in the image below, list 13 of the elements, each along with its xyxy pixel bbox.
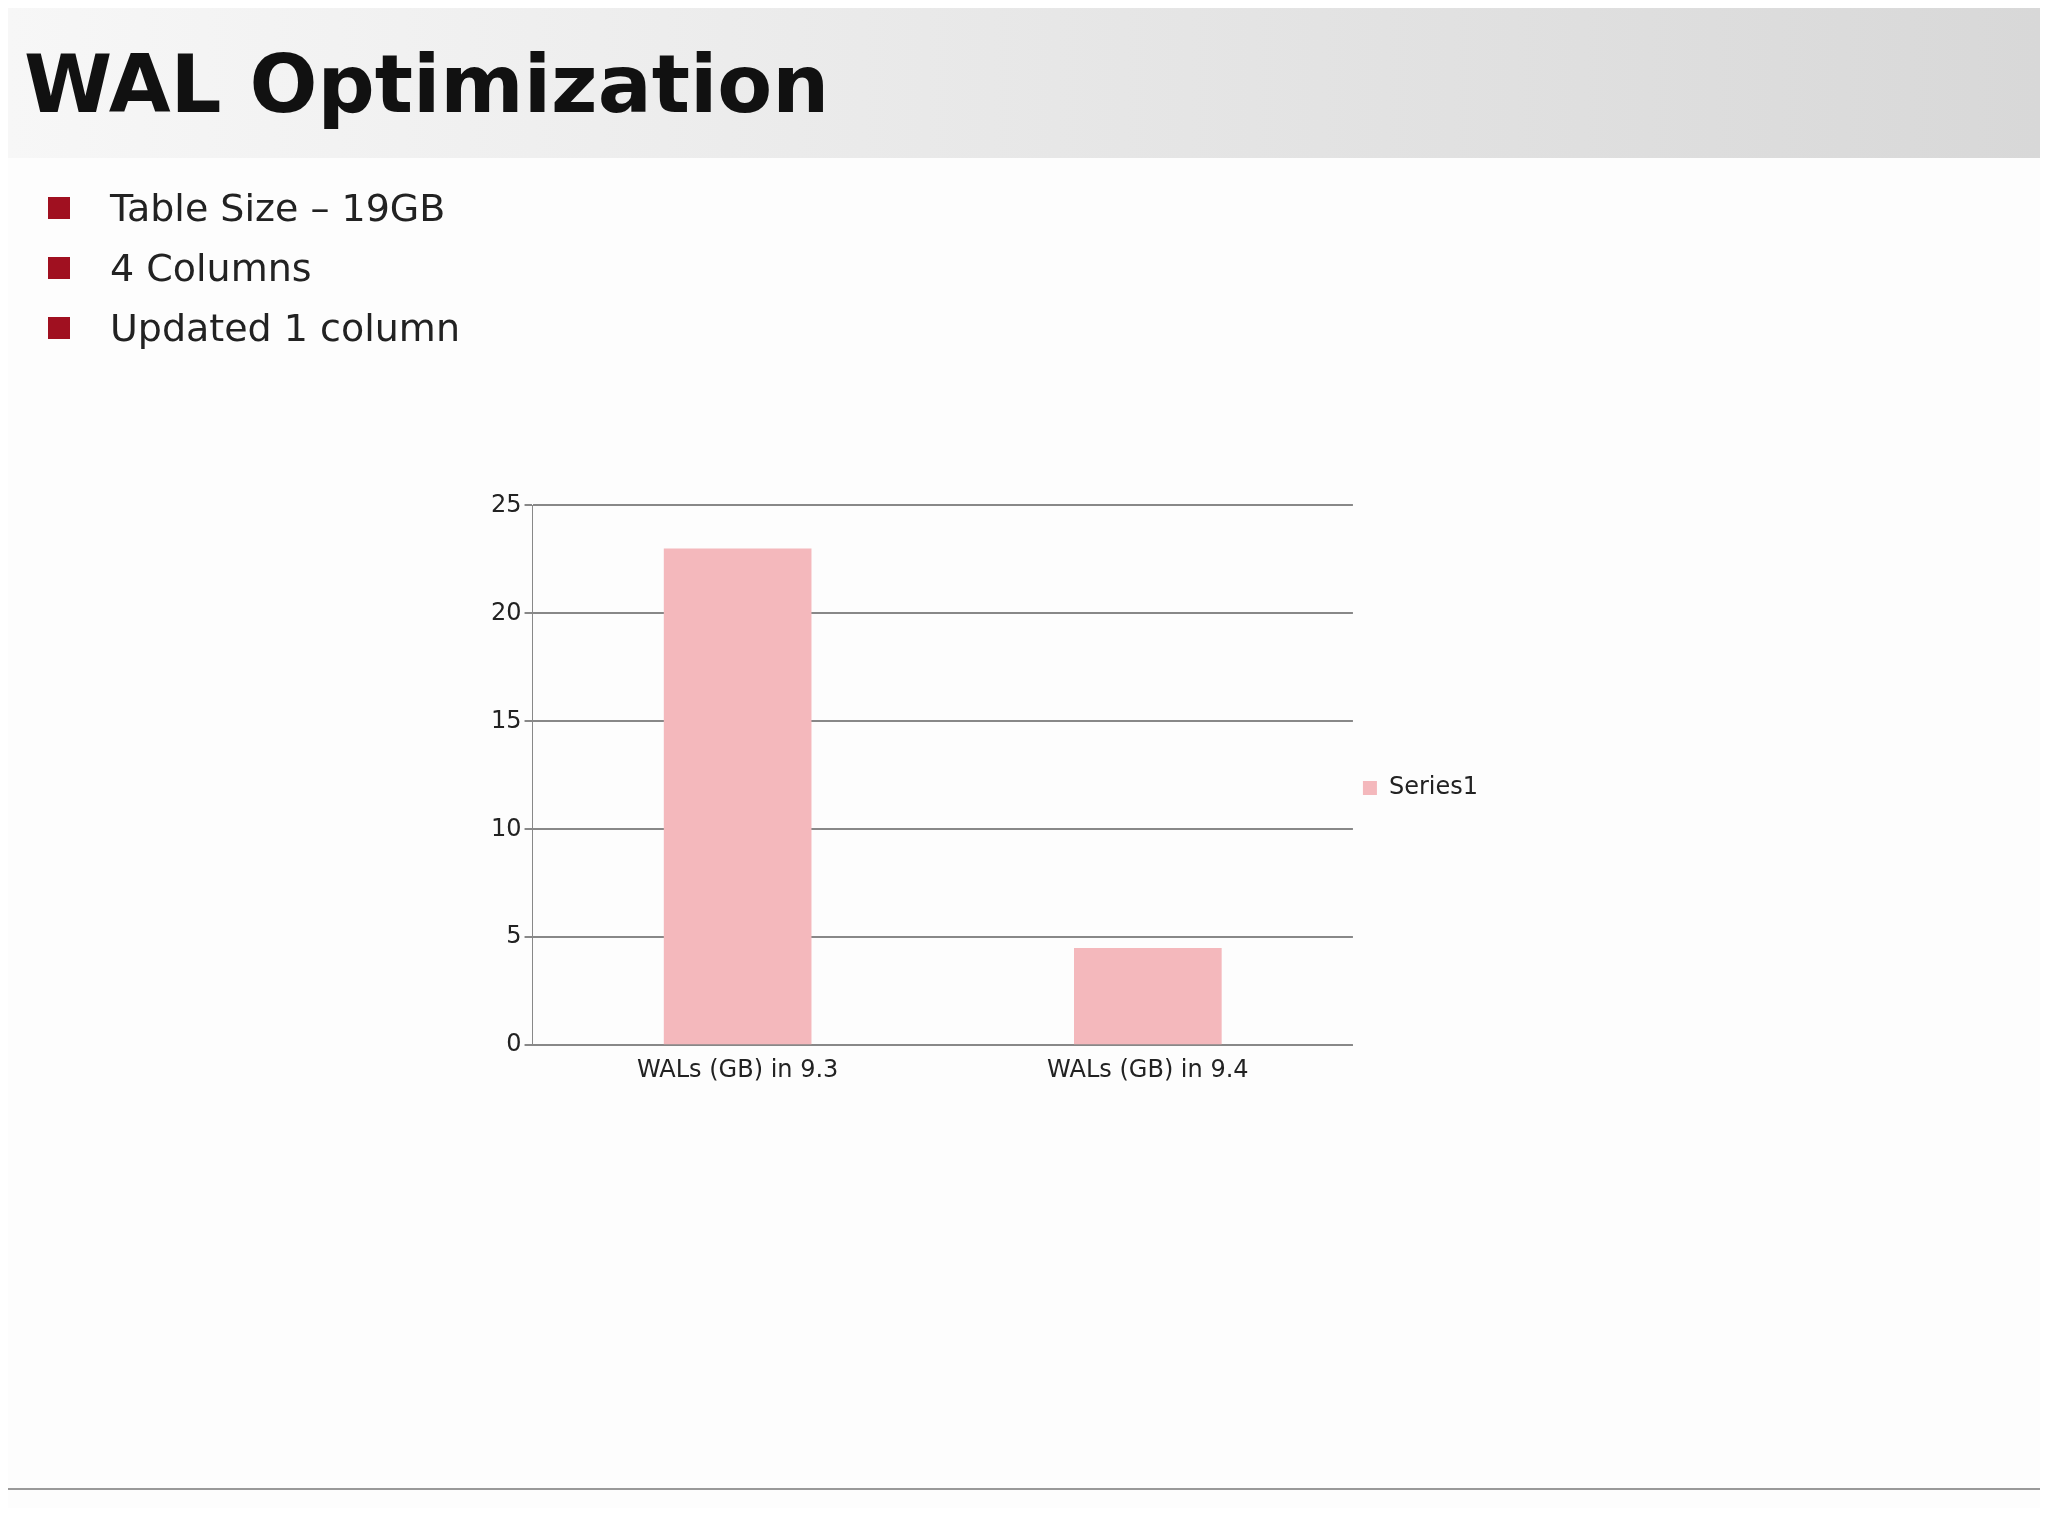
y-tick-label: 20 [490,597,522,626]
chart-title: WAL Optimization [23,37,831,131]
legend-label: Series1 [1388,772,1478,801]
y-tick-label: 15 [490,705,522,734]
x-tick-label: WALs (GB) in 9.4 [1047,1054,1249,1083]
y-tick-label: 0 [506,1029,522,1058]
text: 4 Columns [110,246,312,290]
y-tick-label: 25 [490,489,522,518]
text: Table Size – 19GB [110,186,446,230]
text: Updated 1 column [110,306,460,350]
y-tick-label: 10 [490,813,522,842]
y-tick-label: 5 [506,921,522,950]
x-tick-label: WALs (GB) in 9.3 [636,1054,839,1083]
